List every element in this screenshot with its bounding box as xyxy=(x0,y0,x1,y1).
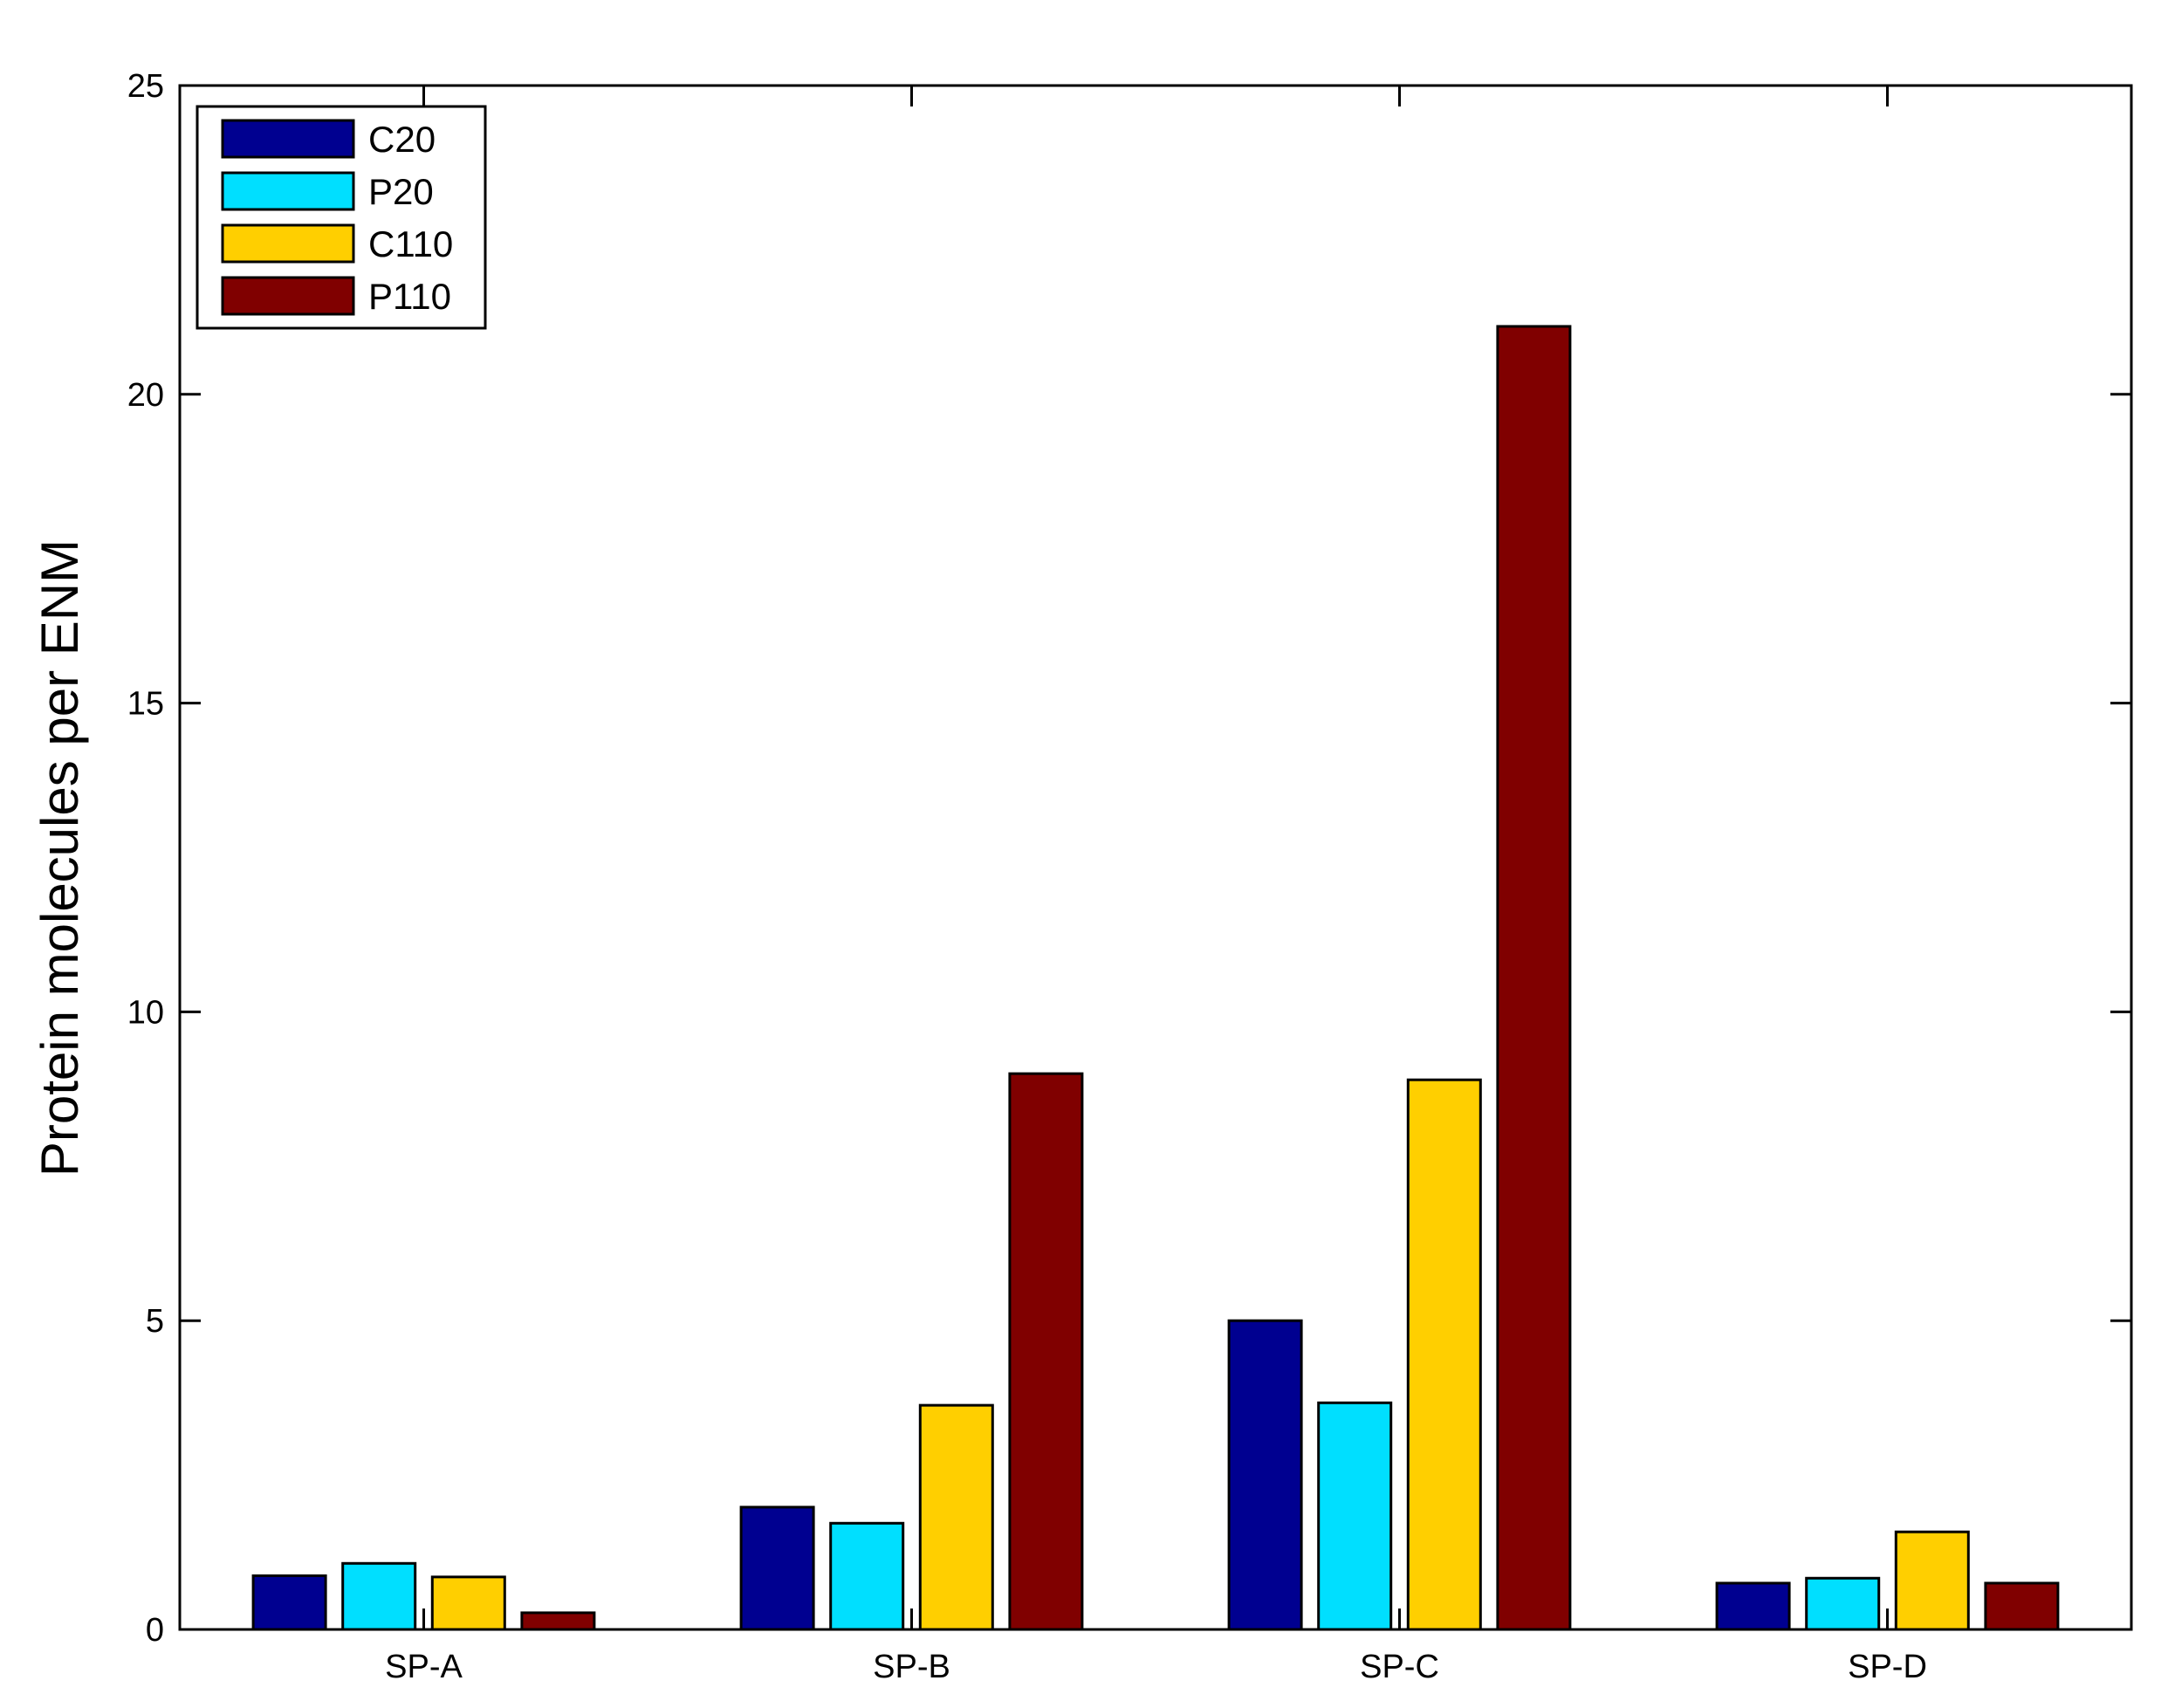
bar-sp-b-p110 xyxy=(1008,1072,1084,1631)
legend-label-p20: P20 xyxy=(368,171,434,212)
bar-sp-d-p20 xyxy=(1805,1576,1881,1631)
legend: C20 P20 C110 P110 xyxy=(196,105,487,330)
y-axis-title: Protein molecules per ENM xyxy=(31,539,89,1176)
bar-sp-b-p20 xyxy=(829,1521,905,1631)
bar-sp-a-p20 xyxy=(341,1561,417,1631)
bar-sp-d-c20 xyxy=(1715,1581,1791,1631)
y-tick-label: 0 xyxy=(146,1612,164,1649)
bar-sp-a-c110 xyxy=(430,1575,506,1631)
y-tick-label: 5 xyxy=(146,1303,164,1340)
bar-sp-a-p110 xyxy=(520,1611,596,1631)
plot-frame xyxy=(178,84,2133,1631)
bar-sp-b-c110 xyxy=(918,1403,994,1631)
legend-label-c20: C20 xyxy=(368,119,436,160)
legend-swatch-p110 xyxy=(221,276,355,316)
x-tick-label: SP-B xyxy=(873,1649,950,1685)
bar-sp-d-p110 xyxy=(1984,1581,2060,1631)
bar-sp-c-c110 xyxy=(1406,1078,1482,1631)
legend-swatch-c110 xyxy=(221,223,355,264)
x-tick-label: SP-A xyxy=(385,1649,463,1685)
bar-sp-a-c20 xyxy=(251,1574,327,1631)
y-tick-label: 20 xyxy=(127,377,164,414)
legend-label-p110: P110 xyxy=(368,276,451,317)
bar-sp-c-p20 xyxy=(1317,1401,1393,1631)
y-tick-label: 15 xyxy=(127,686,164,723)
x-tick-label: SP-C xyxy=(1360,1649,1439,1685)
legend-swatch-p20 xyxy=(221,171,355,211)
x-tick-label: SP-D xyxy=(1848,1649,1927,1685)
bars-layer xyxy=(251,325,2060,1631)
y-tick-label: 10 xyxy=(127,994,164,1031)
ticks-layer: 0 5 10 15 20 25 SP-A SP-B SP-C SP-D xyxy=(127,68,2131,1685)
y-tick-label: 25 xyxy=(127,68,164,105)
axes-layer xyxy=(178,84,2133,1631)
legend-label-c110: C110 xyxy=(368,223,453,264)
bar-sp-c-p110 xyxy=(1496,325,1572,1631)
bar-sp-d-c110 xyxy=(1894,1530,1970,1631)
bar-sp-c-c20 xyxy=(1227,1319,1303,1631)
legend-swatch-c20 xyxy=(221,119,355,159)
bar-sp-b-c20 xyxy=(739,1506,815,1631)
